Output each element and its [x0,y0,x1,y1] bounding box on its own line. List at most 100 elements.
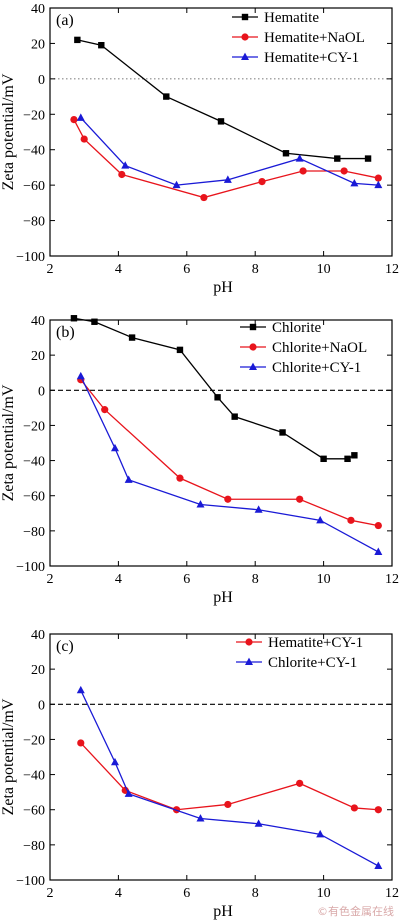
x-tick-label: 10 [317,572,331,587]
x-tick-label: 6 [183,572,190,587]
legend-marker [249,343,257,351]
x-tick-label: 6 [183,262,190,277]
x-axis-title: pH [213,279,233,296]
data-point [340,167,348,175]
data-point [110,757,119,766]
y-tick-label: −60 [23,179,45,194]
x-tick-label: 6 [183,886,190,901]
x-tick-label: 12 [385,572,399,587]
y-tick-label: −80 [23,525,45,540]
data-point [196,500,205,508]
x-tick-label: 4 [115,886,122,901]
data-point [176,346,184,354]
x-tick-label: 8 [252,572,259,587]
data-point [70,315,78,322]
data-point [76,685,85,694]
data-point [320,455,327,463]
legend-label: Chlorite+CY-1 [268,655,357,671]
data-point [217,118,225,125]
data-point [196,814,205,822]
x-tick-label: 2 [47,572,54,587]
x-axis-title: pH [213,903,233,920]
y-tick-label: −20 [23,733,45,748]
data-point [118,170,126,179]
y-tick-label: −60 [23,804,45,819]
data-point [282,150,290,157]
x-axis-title: pH [213,589,233,606]
data-point [334,155,341,162]
data-point [231,413,238,420]
series-line [80,689,379,867]
plot-frame [49,7,393,257]
data-point [295,154,304,162]
data-point [299,167,307,175]
series-chlorite [70,315,358,463]
data-point [316,829,325,838]
watermark: ©有色金属在线 [317,905,394,918]
y-tick-label: 0 [38,384,45,399]
data-point [364,155,372,162]
y-tick-label: −40 [23,769,45,784]
y-axis-title: Zeta potential/mV [0,73,17,190]
data-point [214,394,221,401]
series-chlorite-cy-1 [76,371,383,555]
data-point [128,334,136,341]
legend-marker [249,362,257,370]
legend-label: Hematite+CY-1 [268,635,363,651]
data-point [163,93,170,100]
chart-panel-c: −100 −80 −60 −40 −20 0 20 40 2 4 6 8 10 12 pH Zeta pote… [0,628,399,920]
legend-label: Hematite [264,10,319,26]
series-line [80,375,379,553]
data-point [296,779,304,787]
series-hematite-naol [70,116,382,202]
series-hematite-cy-1 [76,113,383,189]
legend-marker [249,323,257,331]
legend: Hematite Hematite+NaOL Hematite+CY-1 [232,10,365,66]
series-hematite-cy-1 [77,739,382,814]
data-point [374,521,382,530]
data-point [254,819,263,827]
series-hematite [74,36,372,162]
legend-marker [245,657,253,665]
legend-marker [241,33,249,41]
y-tick-label: 20 [31,37,45,52]
chart-panel-a: −100 −80 −60 −40 −20 0 20 40 2 4 6 8 10 12 pH Zeta pote… [0,2,399,296]
plot-frame [49,319,393,567]
y-tick-label: −80 [23,215,45,230]
y-tick-label: −20 [23,419,45,434]
data-point [296,495,304,503]
y-tick-label: −40 [23,455,45,470]
series-chlorite-cy-1 [76,685,383,869]
series-line [73,119,379,199]
data-point [223,175,232,183]
panel-label: (b) [56,324,75,341]
y-tick-label: 0 [38,698,45,713]
y-tick-label: 20 [31,349,45,364]
series-line [80,742,379,811]
y-axis-title: Zeta potential/mV [0,384,17,501]
data-point [374,806,382,814]
data-point [124,789,133,797]
y-tick-label: −100 [16,250,45,265]
data-point [224,495,232,503]
data-point [350,804,358,812]
data-point [74,36,81,44]
y-tick-label: 40 [31,314,45,329]
series-chlorite-naol [77,376,382,530]
y-tick-label: 0 [38,73,45,88]
data-point [101,406,109,414]
legend-marker [241,52,249,60]
x-tick-label: 10 [317,886,331,901]
legend-marker [245,638,253,646]
y-tick-label: 20 [31,663,45,678]
y-tick-label: −20 [23,108,45,123]
data-point [91,318,98,325]
data-point [258,178,266,186]
y-axis-title: Zeta potential/mV [0,698,17,815]
data-point [124,475,133,483]
data-point [176,474,184,482]
data-point [76,113,85,121]
x-tick-label: 12 [385,262,399,277]
data-point [121,161,130,169]
